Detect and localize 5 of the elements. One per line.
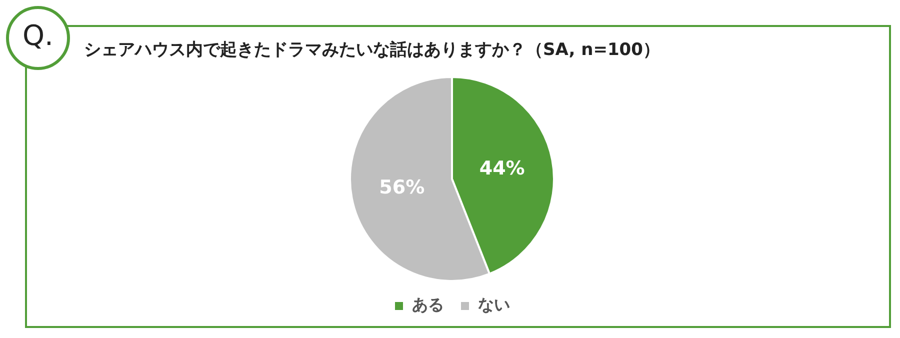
legend-label: ある xyxy=(412,295,444,314)
legend-label: ない xyxy=(478,295,510,314)
data-label: 44% xyxy=(479,157,525,180)
chart-title: シェアハウス内で起きたドラマみたいな話はありますか？（SA, n=100） xyxy=(84,39,660,61)
data-label: 56% xyxy=(379,176,425,198)
